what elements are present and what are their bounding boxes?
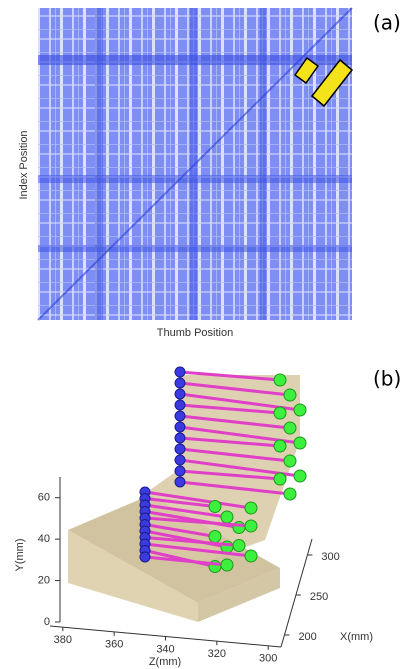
thumb-tip xyxy=(273,472,287,486)
index-tip xyxy=(174,432,186,444)
thumb-tip xyxy=(220,558,234,572)
thumb-tip xyxy=(283,421,297,435)
box-side xyxy=(198,568,280,622)
index-tip xyxy=(174,388,186,400)
z-tick-label: 340 xyxy=(156,643,174,655)
finger-link xyxy=(179,403,281,415)
index-tip xyxy=(174,410,186,422)
axes: 0 20 40 60 380 360 340 320 300 200 250 300 Y(mm) Z(mm… xyxy=(14,477,373,668)
y-tick-label: 40 xyxy=(38,533,50,545)
finger-link xyxy=(144,523,216,538)
heatmap-band xyxy=(260,8,266,320)
highlight xyxy=(293,56,354,108)
x-tick-label: 200 xyxy=(298,631,316,643)
thumb-tip xyxy=(244,519,258,533)
finger-link xyxy=(144,497,216,508)
index-tip xyxy=(174,366,186,378)
finger-link xyxy=(144,490,252,510)
index-tip xyxy=(139,551,151,563)
finger-link xyxy=(144,503,228,519)
box-side xyxy=(68,530,198,622)
heatmap xyxy=(37,7,354,321)
x-axis-label: Thumb Position xyxy=(157,327,233,339)
z-tick-label: 320 xyxy=(208,648,226,660)
scene xyxy=(68,366,307,622)
index-tip xyxy=(174,476,186,488)
finger-link xyxy=(144,542,252,558)
z-tick-label: 300 xyxy=(259,653,277,665)
x-tick-label: 250 xyxy=(310,591,328,603)
finger-link xyxy=(144,536,240,547)
thumb-tip xyxy=(232,539,246,552)
thumb-tip xyxy=(244,501,258,515)
thumb-tip xyxy=(293,436,307,450)
y-tick-label: 20 xyxy=(38,574,50,586)
x-tick-label: 300 xyxy=(321,551,339,563)
finger-link xyxy=(179,447,291,463)
finger-link xyxy=(179,370,281,382)
index-tip xyxy=(174,377,186,389)
heatmap-band xyxy=(38,245,352,252)
thumb-tip xyxy=(208,530,222,543)
finger-link xyxy=(179,414,291,430)
index-tip xyxy=(174,399,186,411)
thumb-tip xyxy=(208,500,222,513)
x-axis-label: X(mm) xyxy=(340,631,373,643)
thumb-tip xyxy=(293,403,307,417)
thumb-tip xyxy=(293,469,307,483)
thumb-tip xyxy=(273,406,287,420)
z-tick-label: 380 xyxy=(54,634,72,646)
heatmap-band xyxy=(190,8,197,320)
finger-link xyxy=(144,516,252,528)
panel-label: (a) xyxy=(373,11,401,35)
heatmap-band xyxy=(38,175,352,183)
x-axis-line xyxy=(280,538,313,648)
index-tip xyxy=(174,421,186,433)
panel-label: (b) xyxy=(373,367,401,391)
y-axis-label: Y(mm) xyxy=(14,539,26,572)
heatmap-band xyxy=(38,55,352,65)
thumb-tip xyxy=(273,373,287,387)
finger-link xyxy=(144,555,228,567)
heatmap-band xyxy=(95,8,103,320)
y-tick-label: 0 xyxy=(44,616,50,628)
finger-link xyxy=(179,436,281,448)
z-axis-label: Z(mm) xyxy=(149,656,181,668)
thumb-tip xyxy=(220,510,234,524)
thumb-tip xyxy=(283,388,297,402)
y-tick-label: 60 xyxy=(38,492,50,504)
finger-link xyxy=(179,469,281,481)
thumb-tip xyxy=(283,454,297,468)
thumb-tip xyxy=(273,439,287,453)
thumb-tip xyxy=(244,549,258,563)
y-axis-label: Index Position xyxy=(18,130,30,199)
finger-link xyxy=(179,480,291,496)
z-tick-label: 360 xyxy=(105,639,123,651)
index-tip xyxy=(174,443,186,455)
thumb-tip xyxy=(283,487,297,501)
finger-link xyxy=(179,381,291,397)
index-tip xyxy=(174,454,186,466)
diagonal xyxy=(37,7,353,321)
index-tip xyxy=(174,465,186,477)
grasp-markers xyxy=(139,366,307,573)
